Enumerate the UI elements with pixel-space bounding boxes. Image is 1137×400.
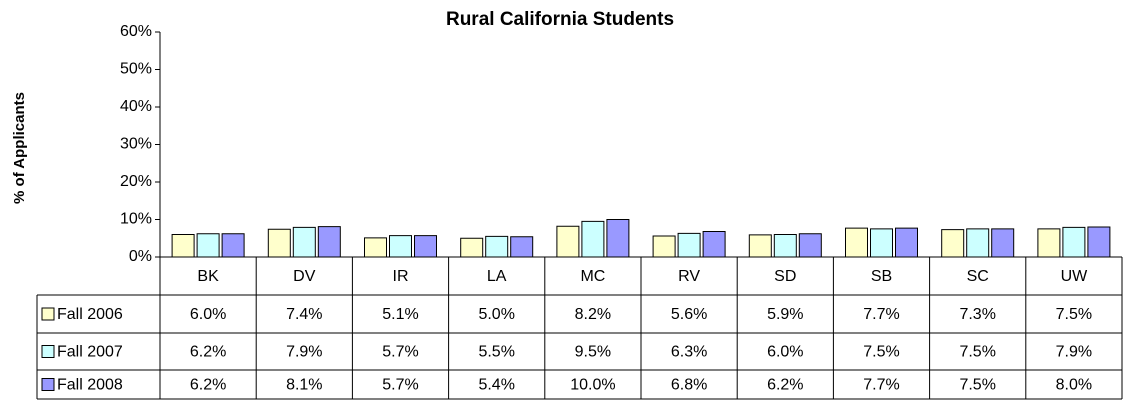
- table-cell: 6.2%: [190, 377, 226, 394]
- bar: [460, 237, 484, 258]
- bar: [389, 235, 412, 258]
- x-tick-label: SD: [774, 268, 796, 285]
- table-cell: 7.9%: [1056, 344, 1092, 361]
- bar: [798, 233, 822, 258]
- x-tick-label: SB: [871, 268, 892, 285]
- table-cell: 10.0%: [570, 377, 615, 394]
- legend-label: Fall 2008: [57, 377, 123, 394]
- bar: [317, 226, 341, 258]
- table-cell: 7.7%: [863, 306, 899, 323]
- x-tick-label: BK: [197, 268, 219, 285]
- x-tick-label: RV: [678, 268, 700, 285]
- table-cell: 7.5%: [959, 344, 995, 361]
- bar: [267, 228, 291, 258]
- bar: [652, 235, 676, 258]
- table-cell: 5.7%: [382, 377, 418, 394]
- x-tick-label: IR: [393, 268, 409, 285]
- bar: [196, 233, 220, 258]
- bar: [1037, 228, 1061, 258]
- y-tick-label: 60%: [120, 23, 152, 40]
- table-cell: 6.2%: [767, 377, 803, 394]
- bar: [941, 229, 965, 258]
- table-cell: 5.4%: [478, 377, 514, 394]
- bar: [748, 234, 772, 258]
- bar: [845, 227, 868, 258]
- bar: [966, 228, 990, 258]
- bar: [414, 235, 437, 258]
- y-tick-label: 40%: [120, 98, 152, 115]
- table-cell: 7.7%: [863, 377, 899, 394]
- bar: [773, 234, 797, 258]
- table-cell: 6.3%: [671, 344, 707, 361]
- legend-key: [41, 345, 55, 358]
- x-tick-label: LA: [487, 268, 507, 285]
- table-cell: 7.5%: [959, 377, 995, 394]
- y-tick-label: 30%: [120, 136, 152, 153]
- table-cell: 5.6%: [671, 306, 707, 323]
- legend-key: [41, 307, 55, 321]
- table-cell: 5.9%: [767, 306, 803, 323]
- x-tick-label: UW: [1061, 268, 1089, 285]
- table-cell: 8.0%: [1056, 377, 1092, 394]
- bar: [171, 234, 195, 258]
- table-cell: 7.4%: [286, 306, 322, 323]
- bar: [870, 228, 893, 258]
- bar: [702, 231, 726, 258]
- y-tick-label: 0%: [129, 248, 152, 265]
- table-cell: 6.2%: [190, 344, 226, 361]
- table-cell: 9.5%: [575, 344, 611, 361]
- bar: [364, 237, 387, 258]
- y-tick-label: 20%: [120, 173, 152, 190]
- bar: [485, 235, 509, 258]
- legend-label: Fall 2007: [57, 344, 123, 361]
- x-tick-label: DV: [293, 268, 316, 285]
- table-cell: 5.7%: [382, 344, 418, 361]
- table-cell: 8.1%: [286, 377, 322, 394]
- table-cell: 5.1%: [382, 306, 418, 323]
- table-cell: 7.9%: [286, 344, 322, 361]
- bar: [556, 225, 580, 258]
- table-cell: 6.0%: [767, 344, 803, 361]
- bar: [991, 228, 1015, 258]
- table-cell: 6.0%: [190, 306, 226, 323]
- table-cell: 5.0%: [478, 306, 514, 323]
- legend-label: Fall 2006: [57, 306, 123, 323]
- bar: [221, 233, 245, 258]
- chart-title: Rural California Students: [446, 9, 674, 30]
- bar: [581, 220, 605, 258]
- bar: [895, 227, 918, 258]
- legend-key: [41, 378, 55, 391]
- table-cell: 7.3%: [959, 306, 995, 323]
- y-tick-label: 10%: [120, 211, 152, 228]
- bar: [510, 236, 534, 258]
- x-tick-label: SC: [967, 268, 989, 285]
- y-tick-label: 50%: [120, 61, 152, 78]
- table-cell: 7.5%: [1056, 306, 1092, 323]
- bar: [677, 232, 701, 258]
- x-tick-label: MC: [580, 268, 605, 285]
- bar: [292, 226, 316, 258]
- bar: [606, 219, 630, 258]
- table-cell: 8.2%: [575, 306, 611, 323]
- bar: [1062, 226, 1086, 258]
- table-cell: 7.5%: [863, 344, 899, 361]
- table-cell: 6.8%: [671, 377, 707, 394]
- bar: [1087, 226, 1111, 258]
- y-axis-label: % of Applicants: [11, 92, 28, 204]
- table-cell: 5.5%: [478, 344, 514, 361]
